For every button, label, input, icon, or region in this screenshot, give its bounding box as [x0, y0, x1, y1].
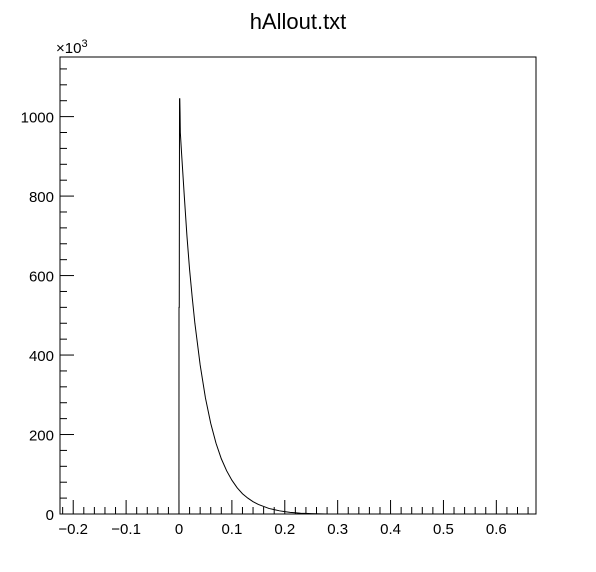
x-tick-label: 0.6	[486, 521, 507, 538]
x-axis: −0.2 −0.1 0 0.1 0.2 0.3 0.4 0.5 0.6	[58, 500, 529, 538]
y-tick-label: 1000	[21, 110, 54, 127]
x-tick-label: 0.2	[274, 521, 295, 538]
y-tick-label: 200	[29, 428, 54, 445]
chart-title: hAllout.txt	[250, 9, 347, 34]
x-tick-label: −0.2	[58, 521, 88, 538]
x-tick-label: 0.1	[221, 521, 242, 538]
y-axis-multiplier-base: ×10	[56, 40, 81, 57]
y-tick-label: 400	[29, 348, 54, 365]
y-axis: 0 200 400 600 800 1000	[21, 68, 74, 524]
x-tick-label: 0.3	[327, 521, 348, 538]
y-tick-label: 600	[29, 269, 54, 286]
plot-frame	[59, 56, 537, 515]
y-axis-multiplier: ×103	[56, 38, 88, 57]
y-tick-label: 800	[29, 189, 54, 206]
histogram-line	[173, 98, 328, 515]
x-tick-label: 0	[175, 521, 183, 538]
series-layer	[173, 98, 328, 515]
y-tick-label: 0	[46, 507, 54, 524]
x-tick-label: −0.1	[111, 521, 141, 538]
y-axis-multiplier-exponent: 3	[81, 38, 87, 50]
x-tick-label: 0.4	[380, 521, 401, 538]
x-tick-label: 0.5	[433, 521, 454, 538]
